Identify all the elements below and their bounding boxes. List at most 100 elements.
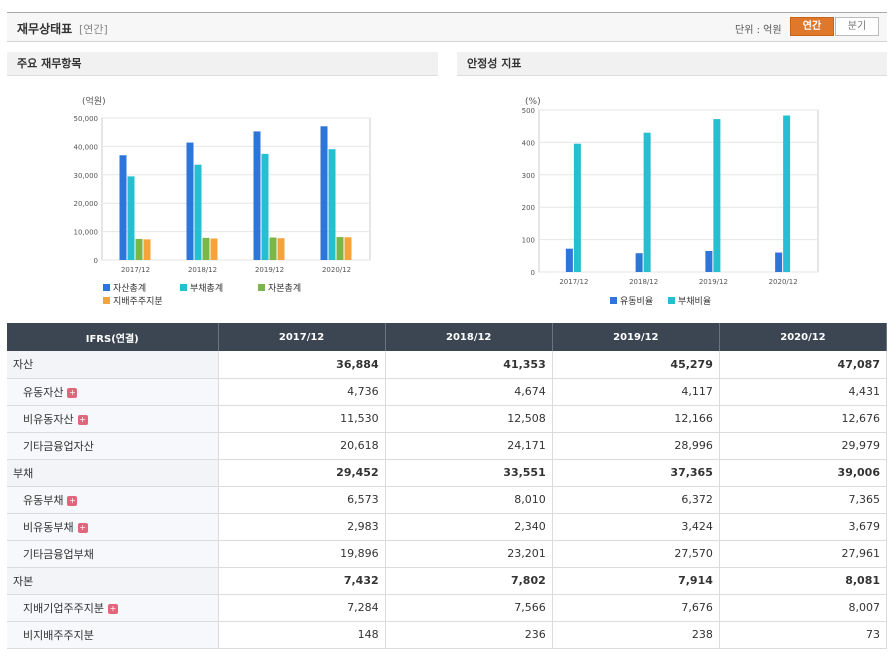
expand-icon[interactable]: + bbox=[67, 387, 78, 398]
bar-부채총계-2017/12 bbox=[127, 176, 135, 260]
y-tick-label: 30,000 bbox=[74, 172, 99, 180]
row-label: 기타금융업부채 bbox=[7, 540, 219, 568]
y-tick-label: 50,000 bbox=[74, 115, 99, 123]
value-cell: 73 bbox=[719, 621, 888, 649]
y-tick-label: 20,000 bbox=[74, 200, 99, 208]
value-cell: 2,983 bbox=[218, 513, 386, 541]
value-cell: 8,010 bbox=[385, 486, 553, 514]
value-cell: 8,081 bbox=[719, 567, 888, 595]
table-row: 기타금융업자산 20,618 24,171 28,996 29,979 bbox=[7, 432, 888, 460]
stability-title: 안정성 지표 bbox=[457, 52, 887, 76]
bar-자산총계-2019/12 bbox=[253, 131, 261, 260]
value-cell: 23,201 bbox=[385, 540, 553, 568]
header-period: 2018/12 bbox=[385, 323, 553, 351]
legend-swatch bbox=[610, 297, 617, 304]
value-cell: 24,171 bbox=[385, 432, 553, 460]
legend-label: 지배주주지분 bbox=[113, 296, 163, 307]
value-cell: 27,570 bbox=[552, 540, 720, 568]
x-tick-label: 2018/12 bbox=[188, 266, 217, 274]
bar-유동비율-2019/12 bbox=[705, 250, 713, 272]
legend-swatch bbox=[103, 284, 110, 291]
bar-유동비율-2018/12 bbox=[635, 253, 643, 272]
value-cell: 7,284 bbox=[218, 594, 386, 622]
bar-유동비율-2020/12 bbox=[775, 252, 783, 272]
expand-icon[interactable]: + bbox=[67, 495, 78, 506]
bar-부채총계-2019/12 bbox=[261, 153, 269, 260]
value-cell: 12,676 bbox=[719, 405, 888, 433]
legend-label: 유동비율 bbox=[620, 296, 653, 307]
value-cell: 45,279 bbox=[552, 351, 720, 379]
table-row: 자본 7,432 7,802 7,914 8,081 bbox=[7, 567, 888, 595]
table-row: 부채 29,452 33,551 37,365 39,006 bbox=[7, 459, 888, 487]
x-tick-label: 2019/12 bbox=[255, 266, 284, 274]
value-cell: 7,802 bbox=[385, 567, 553, 595]
main-items-chart: (억원) 0 10,000 20,000 30,000 40,000 50,000 2017… bbox=[74, 95, 371, 307]
stability-chart: (%) 0 100 200 300 400 500 2017/12 2018/12 2019/1… bbox=[522, 97, 819, 307]
x-tick-label: 2020/12 bbox=[322, 266, 351, 274]
value-cell: 236 bbox=[385, 621, 553, 649]
legend-label: 자본총계 bbox=[268, 282, 301, 294]
bar-부채총계-2020/12 bbox=[328, 149, 336, 260]
row-label: 자본 bbox=[7, 567, 219, 595]
value-cell: 27,961 bbox=[719, 540, 888, 568]
bar-유동비율-2017/12 bbox=[565, 248, 573, 272]
header-period: 2020/12 bbox=[719, 323, 888, 351]
table-row: 비유동자산 +11,530 12,508 12,166 12,676 bbox=[7, 405, 888, 433]
row-label: 비유동자산 + bbox=[7, 405, 219, 433]
value-cell: 7,365 bbox=[719, 486, 888, 514]
value-cell: 20,618 bbox=[218, 432, 386, 460]
value-cell: 39,006 bbox=[719, 459, 888, 487]
value-cell: 6,573 bbox=[218, 486, 386, 514]
main-items-title: 주요 재무항목 bbox=[7, 52, 438, 76]
bar-자본총계-2018/12 bbox=[202, 237, 210, 260]
statement-title: 재무상태표 bbox=[17, 22, 73, 36]
bar-부채비율-2018/12 bbox=[643, 132, 651, 272]
header-period: 2017/12 bbox=[218, 323, 386, 351]
legend-label: 자산총계 bbox=[113, 282, 146, 294]
y-tick-label: 500 bbox=[522, 107, 535, 115]
row-label: 비지배주주지분 bbox=[7, 621, 219, 649]
y-tick-label: 200 bbox=[522, 204, 535, 212]
row-label: 부채 bbox=[7, 459, 219, 487]
expand-icon[interactable]: + bbox=[107, 603, 118, 614]
value-cell: 33,551 bbox=[385, 459, 553, 487]
bar-자본총계-2017/12 bbox=[135, 238, 143, 260]
table-row: 지배기업주주지분 +7,284 7,566 7,676 8,007 bbox=[7, 594, 888, 622]
value-cell: 2,340 bbox=[385, 513, 553, 541]
expand-icon[interactable]: + bbox=[77, 414, 88, 425]
value-cell: 3,424 bbox=[552, 513, 720, 541]
value-cell: 7,432 bbox=[218, 567, 386, 595]
table-header-row: IFRS(연결) 2017/12 2018/12 2019/12 2020/12 bbox=[7, 323, 888, 351]
bar-자본총계-2019/12 bbox=[269, 237, 277, 260]
value-cell: 4,674 bbox=[385, 378, 553, 406]
bar-자본총계-2020/12 bbox=[336, 237, 344, 260]
bar-자산총계-2020/12 bbox=[320, 126, 328, 260]
bar-지배주주지분-2018/12 bbox=[210, 238, 218, 260]
value-cell: 3,679 bbox=[719, 513, 888, 541]
table-row: 유동자산 +4,736 4,674 4,117 4,431 bbox=[7, 378, 888, 406]
value-cell: 7,676 bbox=[552, 594, 720, 622]
bar-지배주주지분-2017/12 bbox=[143, 239, 151, 260]
x-tick-label: 2018/12 bbox=[629, 278, 658, 286]
value-cell: 11,530 bbox=[218, 405, 386, 433]
table-row: 기타금융업부채 19,896 23,201 27,570 27,961 bbox=[7, 540, 888, 568]
value-cell: 148 bbox=[218, 621, 386, 649]
value-cell: 29,452 bbox=[218, 459, 386, 487]
annual-button[interactable]: 연간 bbox=[790, 17, 834, 36]
y-tick-label: 0 bbox=[531, 269, 535, 277]
quarter-button[interactable]: 분기 bbox=[835, 17, 879, 36]
expand-icon[interactable]: + bbox=[77, 522, 88, 533]
bar-지배주주지분-2019/12 bbox=[277, 238, 285, 260]
y-tick-label: 40,000 bbox=[74, 143, 99, 151]
chart2-ylabel: (%) bbox=[525, 97, 541, 107]
value-cell: 12,508 bbox=[385, 405, 553, 433]
bar-지배주주지분-2020/12 bbox=[344, 237, 352, 260]
value-cell: 19,896 bbox=[218, 540, 386, 568]
unit-label: 단위 : 억원 bbox=[735, 25, 782, 36]
table-row: 유동부채 +6,573 8,010 6,372 7,365 bbox=[7, 486, 888, 514]
value-cell: 4,736 bbox=[218, 378, 386, 406]
y-tick-label: 300 bbox=[522, 172, 535, 180]
bar-자산총계-2017/12 bbox=[119, 155, 127, 260]
value-cell: 8,007 bbox=[719, 594, 888, 622]
value-cell: 4,431 bbox=[719, 378, 888, 406]
